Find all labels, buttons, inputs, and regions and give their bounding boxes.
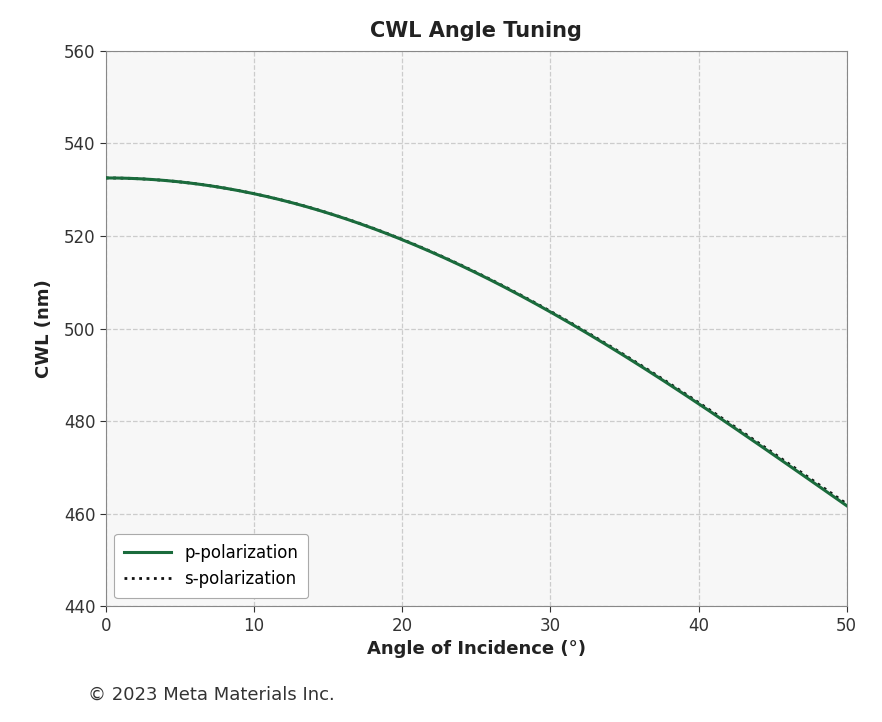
Text: © 2023 Meta Materials Inc.: © 2023 Meta Materials Inc. [88, 686, 335, 704]
p-polarization [457, 262, 467, 271]
s-polarization [824, 487, 834, 496]
s-polarization [457, 261, 467, 270]
p-polarization [707, 409, 718, 418]
s-polarization [707, 408, 718, 417]
p-polarization [101, 173, 111, 182]
p-polarization [502, 284, 512, 292]
Y-axis label: CWL (nm): CWL (nm) [34, 279, 53, 378]
p-polarization [542, 305, 552, 314]
s-polarization [101, 173, 111, 182]
Legend: p-polarization, s-polarization: p-polarization, s-polarization [114, 534, 308, 598]
p-polarization [452, 260, 463, 269]
Line: s-polarization: s-polarization [106, 178, 847, 504]
p-polarization [824, 489, 834, 497]
s-polarization [841, 500, 852, 508]
s-polarization [542, 305, 552, 313]
Line: p-polarization: p-polarization [106, 178, 847, 505]
s-polarization [452, 259, 463, 268]
s-polarization [502, 283, 512, 292]
p-polarization [841, 501, 852, 510]
Title: CWL Angle Tuning: CWL Angle Tuning [370, 21, 582, 40]
X-axis label: Angle of Incidence (°): Angle of Incidence (°) [367, 640, 586, 658]
